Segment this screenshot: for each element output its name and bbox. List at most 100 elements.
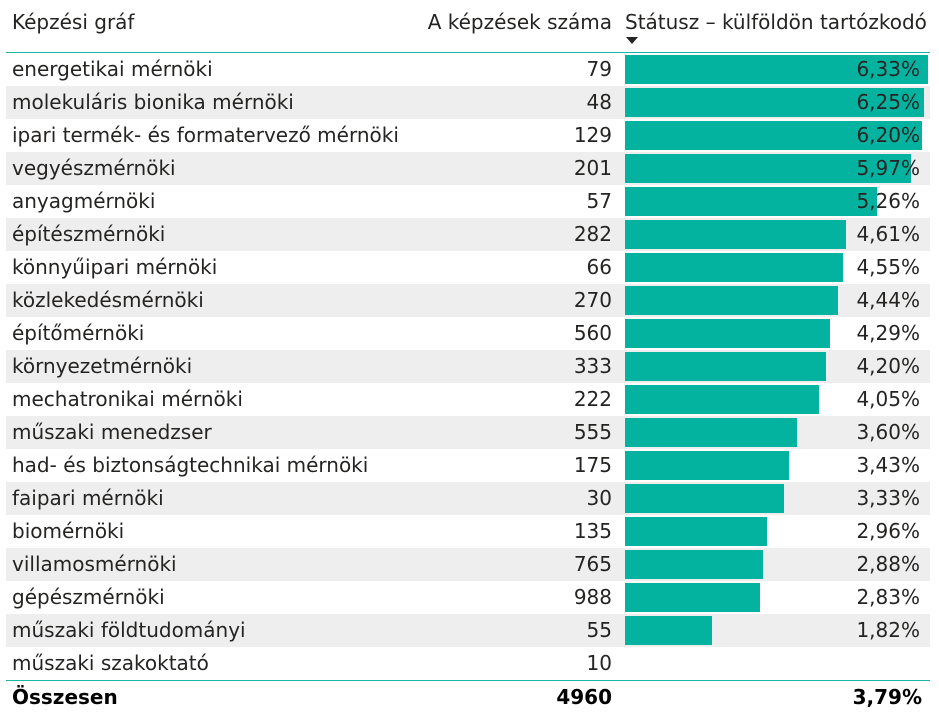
row-pct-label: 2,88%: [856, 552, 920, 576]
row-count: 988: [573, 585, 612, 609]
table-row[interactable]: könnyűipari mérnöki 66 4,55%: [6, 251, 930, 284]
row-pct-label: 6,20%: [856, 123, 920, 147]
table-row[interactable]: faipari mérnöki 30 3,33%: [6, 482, 930, 515]
table-row[interactable]: ipari termék- és formatervező mérnöki 129…: [6, 119, 930, 152]
table-row[interactable]: gépészmérnöki 988 2,83%: [6, 581, 930, 614]
row-pct-label: 1,82%: [856, 618, 920, 642]
row-pct-label: 6,33%: [856, 57, 920, 81]
total-row: Összesen 4960 3,79%: [6, 680, 930, 714]
data-bar: [625, 385, 819, 414]
total-label: Összesen: [12, 685, 118, 709]
row-bar-cell: 3,43%: [625, 451, 928, 480]
table-row[interactable]: műszaki menedzser 555 3,60%: [6, 416, 930, 449]
table-row[interactable]: építészmérnöki 282 4,61%: [6, 218, 930, 251]
data-bar: [625, 616, 712, 645]
data-bar: [625, 187, 877, 216]
row-count: 270: [573, 288, 612, 312]
row-pct-label: 3,43%: [856, 453, 920, 477]
row-bar-cell: [625, 649, 928, 678]
row-bar-cell: 6,25%: [625, 88, 928, 117]
row-count: 560: [573, 321, 612, 345]
row-bar-cell: 4,55%: [625, 253, 928, 282]
row-bar-cell: 1,82%: [625, 616, 928, 645]
row-pct-label: 4,05%: [856, 387, 920, 411]
data-bar: [625, 88, 924, 117]
data-table: Képzési gráf A képzések száma Státusz – …: [6, 0, 930, 714]
row-program-name: építőmérnöki: [12, 321, 145, 345]
row-pct-label: 6,25%: [856, 90, 920, 114]
table-row[interactable]: építőmérnöki 560 4,29%: [6, 317, 930, 350]
row-program-name: had- és biztonságtechnikai mérnöki: [12, 453, 369, 477]
row-pct-label: 4,61%: [856, 222, 920, 246]
row-bar-cell: 4,20%: [625, 352, 928, 381]
row-bar-cell: 3,33%: [625, 484, 928, 513]
data-bar: [625, 121, 922, 150]
row-pct-label: 3,60%: [856, 420, 920, 444]
data-bar: [625, 484, 784, 513]
row-program-name: gépészmérnöki: [12, 585, 165, 609]
row-count: 48: [586, 90, 612, 114]
row-pct-label: 4,20%: [856, 354, 920, 378]
table-row[interactable]: villamosmérnöki 765 2,88%: [6, 548, 930, 581]
row-program-name: anyagmérnöki: [12, 189, 156, 213]
data-bar: [625, 220, 846, 249]
table-row[interactable]: műszaki szakoktató 10: [6, 647, 930, 680]
row-pct-label: 5,97%: [856, 156, 920, 180]
table-row[interactable]: energetikai mérnöki 79 6,33%: [6, 53, 930, 86]
table-row[interactable]: biomérnöki 135 2,96%: [6, 515, 930, 548]
row-program-name: biomérnöki: [12, 519, 125, 543]
data-bar: [625, 253, 843, 282]
row-pct-label: 3,33%: [856, 486, 920, 510]
table-header: Képzési gráf A képzések száma Státusz – …: [6, 0, 930, 53]
total-pct: 3,79%: [852, 685, 922, 709]
table-row[interactable]: molekuláris bionika mérnöki 48 6,25%: [6, 86, 930, 119]
table-row[interactable]: környezetmérnöki 333 4,20%: [6, 350, 930, 383]
row-bar-cell: 6,33%: [625, 55, 928, 84]
row-count: 282: [573, 222, 612, 246]
column-header-count[interactable]: A képzések száma: [427, 10, 612, 34]
data-bar: [625, 55, 928, 84]
data-bar: [625, 583, 760, 612]
row-count: 79: [586, 57, 612, 81]
row-count: 765: [573, 552, 612, 576]
row-program-name: műszaki szakoktató: [12, 651, 209, 675]
row-count: 66: [586, 255, 612, 279]
table-row[interactable]: közlekedésmérnöki 270 4,44%: [6, 284, 930, 317]
row-program-name: mechatronikai mérnöki: [12, 387, 243, 411]
table-row[interactable]: műszaki földtudományi 55 1,82%: [6, 614, 930, 647]
data-bar: [625, 154, 911, 183]
column-header-status-abroad[interactable]: Státusz – külföldön tartózkodó: [625, 10, 927, 34]
row-bar-cell: 2,88%: [625, 550, 928, 579]
row-count: 333: [573, 354, 612, 378]
data-bar: [625, 418, 797, 447]
table-body: energetikai mérnöki 79 6,33% molekuláris bi…: [6, 53, 930, 680]
row-pct-label: 4,29%: [856, 321, 920, 345]
row-bar-cell: 5,26%: [625, 187, 928, 216]
row-pct-label: 2,83%: [856, 585, 920, 609]
sort-descending-icon[interactable]: [626, 37, 638, 44]
row-count: 201: [573, 156, 612, 180]
row-count: 129: [573, 123, 612, 147]
row-program-name: műszaki menedzser: [12, 420, 212, 444]
row-count: 135: [573, 519, 612, 543]
row-program-name: ipari termék- és formatervező mérnöki: [12, 123, 399, 147]
row-bar-cell: 5,97%: [625, 154, 928, 183]
row-pct-label: 2,96%: [856, 519, 920, 543]
total-count: 4960: [556, 685, 612, 709]
row-bar-cell: 4,29%: [625, 319, 928, 348]
row-bar-cell: 3,60%: [625, 418, 928, 447]
row-program-name: közlekedésmérnöki: [12, 288, 204, 312]
column-header-program[interactable]: Képzési gráf: [12, 10, 135, 34]
row-program-name: műszaki földtudományi: [12, 618, 246, 642]
row-program-name: környezetmérnöki: [12, 354, 193, 378]
row-program-name: villamosmérnöki: [12, 552, 177, 576]
row-count: 555: [573, 420, 612, 444]
row-program-name: energetikai mérnöki: [12, 57, 213, 81]
table-row[interactable]: anyagmérnöki 57 5,26%: [6, 185, 930, 218]
table-row[interactable]: had- és biztonságtechnikai mérnöki 175 3,4…: [6, 449, 930, 482]
row-bar-cell: 4,61%: [625, 220, 928, 249]
table-row[interactable]: mechatronikai mérnöki 222 4,05%: [6, 383, 930, 416]
table-row[interactable]: vegyészmérnöki 201 5,97%: [6, 152, 930, 185]
row-count: 222: [573, 387, 612, 411]
row-count: 10: [586, 651, 612, 675]
